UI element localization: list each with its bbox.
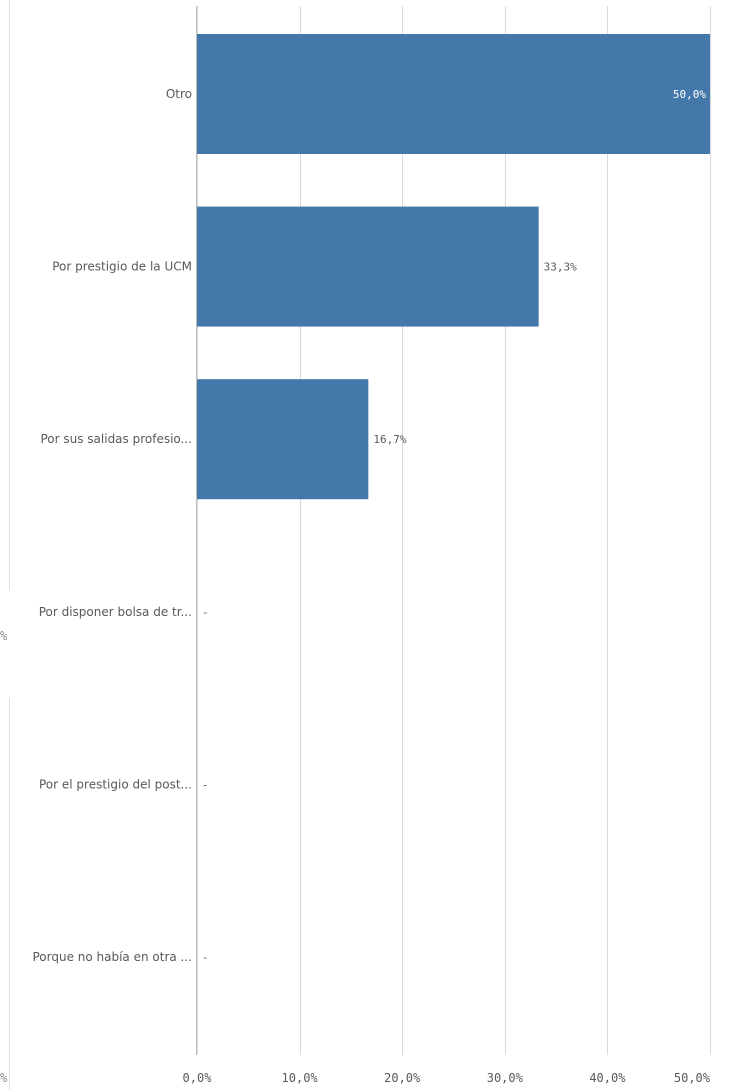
bars <box>197 34 710 500</box>
value-labels: 50,0% 33,3% 16,7% - - - <box>202 88 706 964</box>
x-tick-label: 10,0% <box>282 1071 319 1085</box>
x-tick-label: 30,0% <box>487 1071 524 1085</box>
x-tick-label: 40,0% <box>589 1071 626 1085</box>
value-label: - <box>202 606 209 619</box>
value-label: 50,0% <box>673 88 706 101</box>
bar[interactable] <box>197 379 369 500</box>
category-label: Por el prestigio del post... <box>39 777 192 791</box>
gridlines <box>196 6 711 1055</box>
left-panel-fragment-text: % <box>0 1071 8 1085</box>
bar[interactable] <box>197 34 710 154</box>
x-axis-tick-labels: 0,0% 10,0% 20,0% 30,0% 40,0% 50,0% <box>183 1071 711 1085</box>
value-label: - <box>202 778 209 791</box>
bar[interactable] <box>197 206 539 327</box>
left-panel-fragment-text: % <box>0 629 8 643</box>
category-labels: Otro Por prestigio de la UCM Por sus salid… <box>32 87 192 964</box>
x-tick-label: 0,0% <box>183 1071 213 1085</box>
x-tick-label: 20,0% <box>384 1071 421 1085</box>
value-label: 16,7% <box>373 433 406 446</box>
category-label: Porque no había en otra ... <box>32 950 192 964</box>
x-tick-label: 50,0% <box>674 1071 711 1085</box>
category-label: Otro <box>166 87 192 101</box>
value-label: - <box>202 951 209 964</box>
left-panel-remnant: % % <box>0 0 10 1090</box>
category-label: Por disponer bolsa de tr... <box>39 605 192 619</box>
category-label: Por sus salidas profesio... <box>40 432 192 446</box>
value-label: 33,3% <box>544 261 577 274</box>
category-label: Por prestigio de la UCM <box>52 260 192 274</box>
